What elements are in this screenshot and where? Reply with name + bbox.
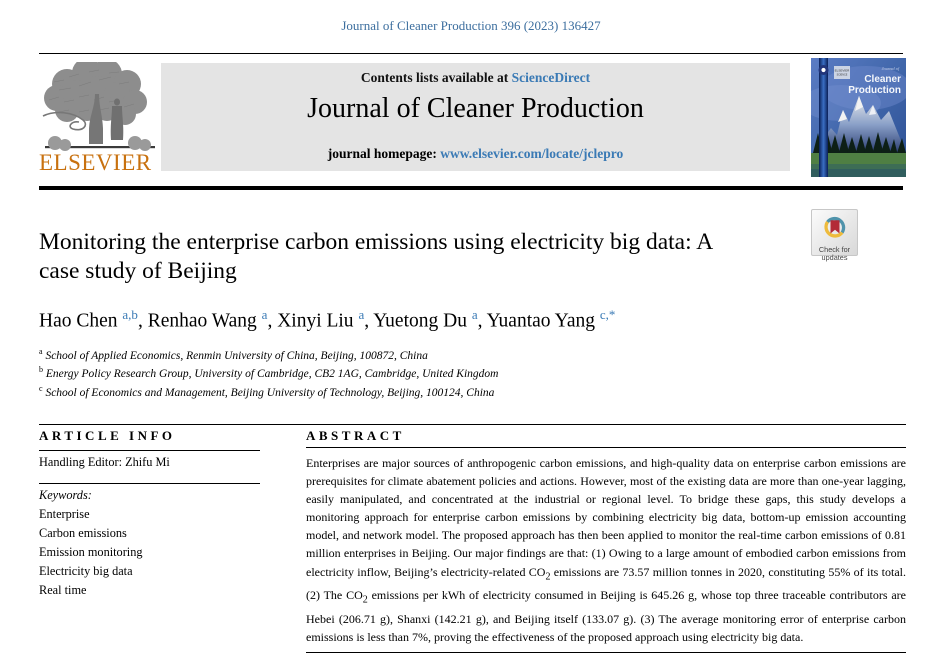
- svg-text:Cleaner: Cleaner: [864, 74, 901, 85]
- svg-text:Journal of: Journal of: [882, 66, 900, 71]
- svg-text:SCIENCE: SCIENCE: [837, 74, 848, 77]
- svg-text:Production: Production: [848, 85, 901, 96]
- svg-text:ELSEVIER: ELSEVIER: [835, 69, 851, 73]
